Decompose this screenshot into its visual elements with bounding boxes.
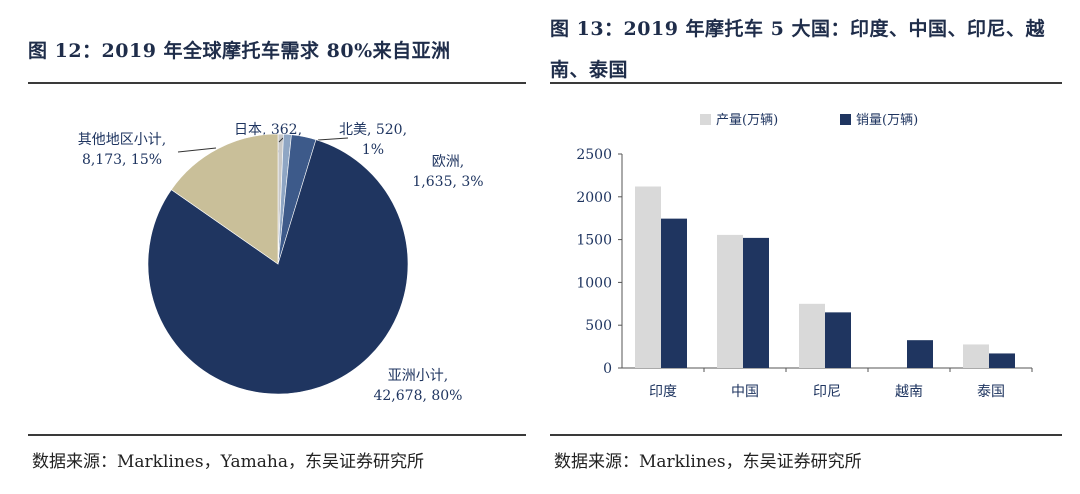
bar-4-1	[989, 353, 1015, 368]
right-figure-title-line2: 南、泰国	[550, 59, 629, 81]
pie-label-3-line2: 42,678, 80%	[373, 388, 462, 404]
left-bottom-rule	[28, 434, 526, 436]
pie-slice-4	[170, 133, 279, 265]
bar-4-0	[963, 344, 989, 368]
pie-leader-1	[317, 137, 349, 141]
bar-3-1	[907, 340, 933, 368]
legend-swatch-1	[840, 114, 851, 125]
bar-chart: 产量(万辆) 销量(万辆) 0 500 1000 1500 2000 2500 印度 中国 印尼 越南…	[576, 113, 1033, 400]
right-bottom-rule	[550, 434, 1062, 436]
y-tick-label-1: 500	[585, 318, 612, 334]
y-tick-label-2: 1000	[576, 275, 612, 291]
pie-chart: 日本, 362,1%北美, 520,1%欧洲,1,635, 3%亚洲小计,42,…	[78, 122, 484, 404]
right-figure-panel: 图 13：2019 年摩托车 5 大国：印度、中国、印尼、越 南、泰国 产量(万…	[550, 0, 1062, 494]
pie-leader-4	[177, 147, 217, 153]
legend-label-0: 产量(万辆)	[716, 113, 778, 128]
x-tick-label-2: 印尼	[813, 384, 841, 400]
left-source-note: 数据来源：Marklines，Yamaha，东吴证券研究所	[32, 452, 424, 472]
pie-label-2-line1: 欧洲,	[432, 154, 464, 170]
right-source-note: 数据来源：Marklines，东吴证券研究所	[554, 452, 862, 472]
x-tick-label-3: 越南	[895, 384, 923, 400]
pie-label-1-line1: 北美, 520,	[339, 122, 407, 138]
x-tick-label-0: 印度	[649, 384, 677, 400]
bar-1-0	[717, 234, 743, 368]
legend-label-1: 销量(万辆)	[856, 113, 918, 128]
pie-label-4-line2: 8,173, 15%	[82, 152, 162, 168]
bar-2-0	[799, 303, 825, 368]
left-top-rule	[28, 82, 526, 84]
bar-0-1	[661, 218, 687, 368]
pie-slice-3	[147, 139, 409, 395]
y-tick-label-3: 1500	[576, 233, 612, 249]
pie-label-4-line1: 其他地区小计,	[78, 132, 166, 148]
pie-label-3-line1: 亚洲小计,	[388, 368, 448, 384]
bar-0-0	[635, 186, 661, 368]
y-tick-label-4: 2000	[576, 190, 612, 206]
pie-leader-0	[278, 137, 284, 143]
pie-label-2-line2: 1,635, 3%	[412, 174, 483, 190]
bar-2-1	[825, 312, 851, 368]
right-figure-title-line1: 图 13：2019 年摩托车 5 大国：印度、中国、印尼、越	[550, 18, 1046, 40]
y-tick-label-5: 2500	[576, 147, 612, 163]
left-figure-panel: 图 12：2019 年全球摩托车需求 80%来自亚洲 日本, 362,1%北美,…	[28, 0, 526, 494]
left-figure-title: 图 12：2019 年全球摩托车需求 80%来自亚洲	[28, 40, 451, 62]
legend-swatch-0	[700, 114, 711, 125]
bar-1-1	[743, 237, 769, 368]
y-tick-label-0: 0	[603, 361, 612, 377]
pie-label-1-line2: 1%	[362, 142, 384, 158]
right-top-rule	[550, 82, 1062, 84]
x-tick-label-1: 中国	[731, 384, 759, 400]
x-tick-label-4: 泰国	[977, 384, 1005, 400]
